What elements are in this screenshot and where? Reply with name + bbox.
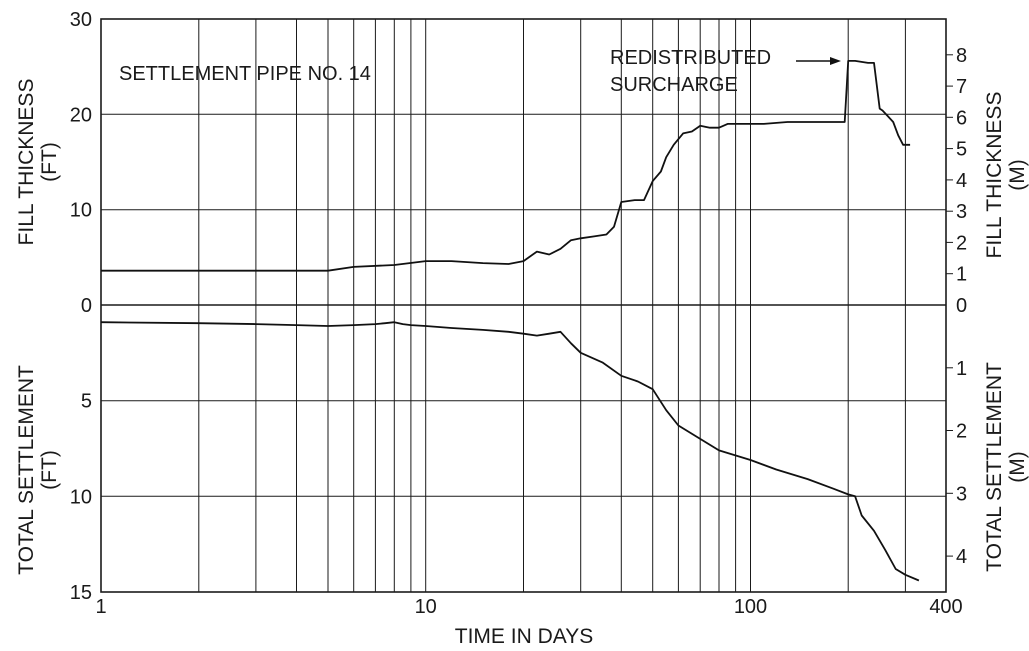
lower-right-tick-label: 1: [956, 358, 967, 380]
upper-left-tick-label: 10: [70, 200, 92, 222]
lower-left-tick-label: 5: [81, 391, 92, 413]
total-settlement-line: [100, 321, 920, 582]
lower-right-tick-label: 4: [956, 546, 967, 568]
x-tick-label: 10: [415, 596, 437, 618]
upper-right-tick-label: 7: [956, 76, 967, 98]
lower-right-tick-label: 3: [956, 483, 967, 505]
lower-left-ylabel-line1: TOTAL SETTLEMENT: [15, 365, 38, 575]
upper-left-tick-label: 20: [70, 104, 92, 126]
upper-right-tick-label: 4: [956, 170, 967, 192]
lower-right-tick-label: 2: [956, 421, 967, 443]
upper-left-ylabel-line2: (FT): [38, 142, 61, 182]
callout-arrowhead: [830, 57, 841, 65]
lower-left-tick-label: 15: [70, 582, 92, 604]
lower-right-ylabel-line1: TOTAL SETTLEMENT: [983, 362, 1006, 572]
upper-right-tick-label: 2: [956, 232, 967, 254]
x-axis-label: TIME IN DAYS: [455, 625, 593, 648]
lower-right-tick-label: 0: [956, 295, 967, 317]
lower-right-ylabel-line2: (M): [1006, 451, 1029, 482]
upper-right-tick-label: 8: [956, 45, 967, 67]
upper-right-ylabel-line2: (M): [1006, 159, 1029, 190]
lower-left-tick-label: 10: [70, 486, 92, 508]
upper-right-tick-label: 6: [956, 107, 967, 129]
upper-left-tick-label: 30: [70, 9, 92, 31]
chart-annotation-title: SETTLEMENT PIPE NO. 14: [119, 63, 371, 85]
upper-left-ylabel-line1: FILL THICKNESS: [15, 79, 38, 246]
x-tick-label: 1: [95, 596, 106, 618]
fill-thickness-line: [101, 60, 911, 272]
curves: [100, 60, 920, 582]
lower-left-ylabel-line2: (FT): [38, 450, 61, 490]
upper-right-ylabel-line1: FILL THICKNESS: [983, 92, 1006, 259]
upper-right-tick-label: 1: [956, 264, 967, 286]
callout-line-1: REDISTRIBUTED: [610, 47, 771, 69]
upper-right-tick-label: 5: [956, 139, 967, 161]
x-tick-label: 400: [929, 596, 962, 618]
upper-right-tick-label: 3: [956, 201, 967, 223]
x-tick-label: 100: [734, 596, 767, 618]
callout-line-2: SURCHARGE: [610, 74, 738, 96]
lower-left-tick-label: 0: [81, 295, 92, 317]
